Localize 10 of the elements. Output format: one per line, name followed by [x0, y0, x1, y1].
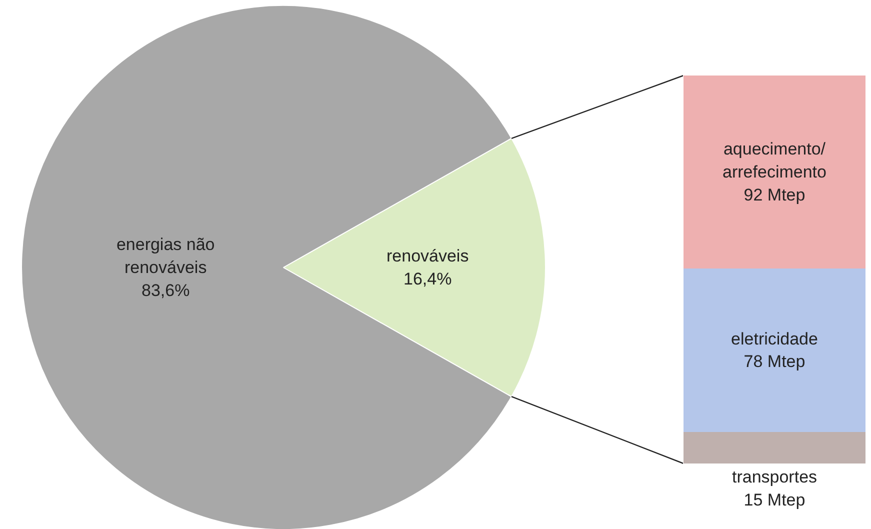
series-label: transportes — [732, 468, 818, 486]
series-label: aquecimento/arrefecimento — [722, 140, 826, 182]
slice-label: renováveis — [386, 246, 469, 266]
data-label: 83,6% — [142, 280, 190, 300]
series-label: eletricidade — [731, 329, 818, 348]
slice-label: energias não renováveis — [116, 235, 215, 277]
data-label: 92 Mtep — [744, 185, 806, 204]
data-label: 15 Mtep — [744, 490, 806, 510]
data-label: 78 Mtep — [744, 352, 806, 372]
data-label: 16,4% — [404, 269, 452, 288]
